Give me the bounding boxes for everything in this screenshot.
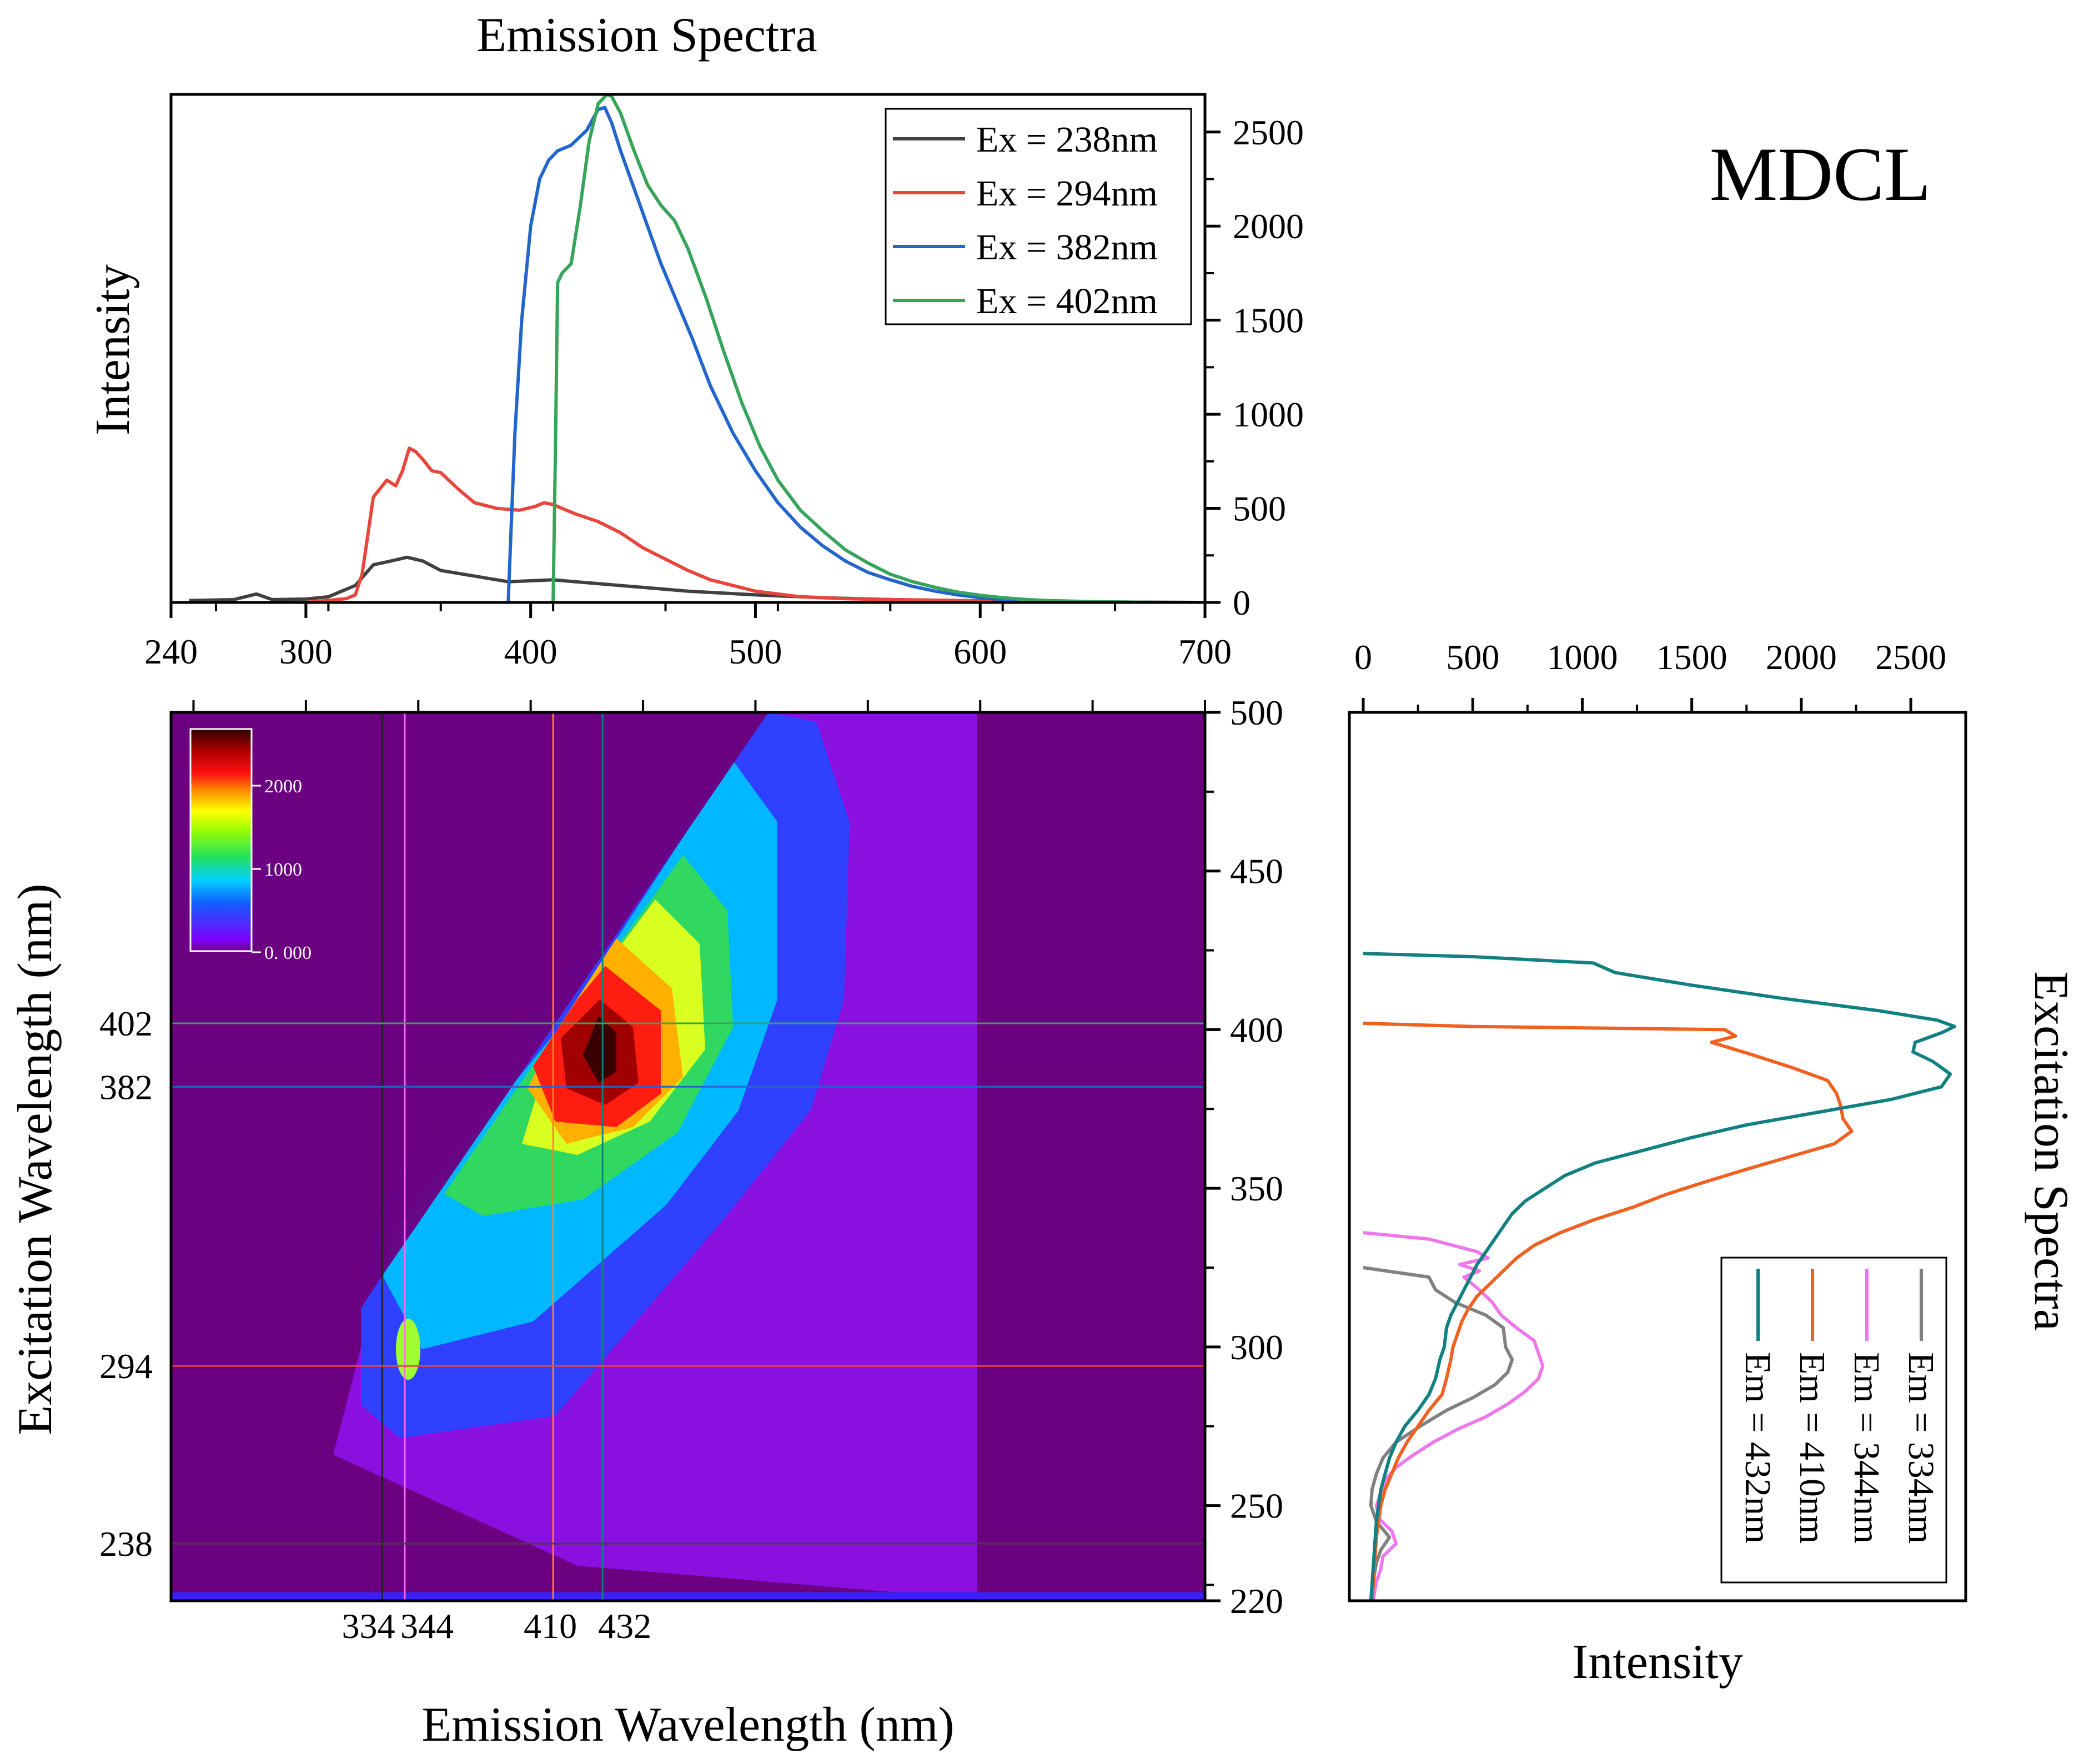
eem-excitation-marker-label: 294 (99, 1346, 153, 1386)
emission-y-tick-label: 500 (1233, 489, 1286, 529)
emission-y-axis: 0 500 1000 1500 2000 2500 (1205, 113, 1304, 622)
emission-x-tick-label: 700 (1178, 632, 1232, 671)
colorbar-tick-label: 2000 (264, 776, 302, 797)
eem-emission-marker-label: 344 (400, 1606, 454, 1646)
emission-legend-box (885, 108, 1192, 325)
excitation-series-line-3 (1363, 952, 1956, 1601)
excitation-series-line-2 (1363, 1022, 1854, 1601)
eem-right-tick-label: 350 (1230, 1169, 1283, 1208)
emission-x-tick-label: 300 (279, 632, 333, 671)
eem-emission-marker-labels: 334 344 410 432 (342, 1606, 651, 1646)
colorbar-gradient (189, 728, 253, 952)
excitation-series-line-0 (1363, 1266, 1514, 1601)
eem-excitation-marker-label: 402 (99, 1004, 153, 1043)
eem-right-tick-label: 250 (1230, 1486, 1283, 1526)
emission-series-line-1 (305, 446, 1093, 602)
emission-x-tick-label: 600 (953, 632, 1007, 671)
colorbar-tick-label: 1000 (264, 860, 302, 880)
emission-series-line-3 (551, 94, 1161, 602)
eem-right-tick-label: 500 (1230, 693, 1283, 732)
emission-x-tick-label: 500 (729, 632, 782, 671)
eem-contour-level-8 (583, 1016, 616, 1083)
eem-right-axis: 220 250 300 350 400 450 500 (1205, 693, 1283, 1621)
excitation-x-tick-label: 2500 (1875, 637, 1946, 677)
emission-plot-frame (169, 93, 1207, 604)
excitation-title: Excitation Spectra (2024, 971, 2078, 1331)
eem-excitation-marker-label: 238 (99, 1524, 153, 1564)
emission-title: Emission Spectra (476, 8, 817, 62)
excitation-panel: 0 500 1000 1500 2000 2500 Intensity Excitatio… (1348, 637, 2078, 1689)
emission-legend-label-0: Ex = 238nm (976, 119, 1158, 160)
eem-y-label: Excitation Wavelength (nm) (8, 883, 62, 1435)
excitation-plot-frame (1348, 711, 1967, 1602)
eem-excitation-marker-labels: 238 294 382 402 (99, 1004, 153, 1564)
eem-colorbar: 2000 1000 0. 000 (189, 728, 312, 963)
emission-y-tick-label: 0 (1233, 583, 1251, 622)
excitation-series-line-1 (1363, 1231, 1545, 1601)
eem-emission-marker-label: 432 (598, 1606, 651, 1646)
excitation-x-label: Intensity (1572, 1635, 1743, 1689)
emission-x-tick-label: 240 (144, 632, 198, 671)
emission-y-tick-label: 1000 (1233, 395, 1304, 434)
excitation-x-tick-label: 1000 (1546, 637, 1618, 677)
excitation-x-tick-label: 500 (1446, 637, 1499, 677)
eem-rayleigh-boundary (171, 712, 769, 1601)
emission-panel: Emission Spectra Intensity 240 300 400 500 6… (86, 8, 1304, 671)
eem-right-tick-label: 450 (1230, 852, 1283, 891)
eem-marker-lines (171, 712, 1205, 1601)
emission-y-tick-label: 2000 (1233, 207, 1304, 246)
eem-plot-frame (169, 711, 1207, 1602)
colorbar-ticks: 2000 1000 0. 000 (252, 776, 312, 963)
eem-emission-marker-label: 334 (342, 1606, 395, 1646)
eem-right-tick-label: 400 (1230, 1010, 1283, 1049)
excitation-legend-label-1: Em = 344nm (1846, 1352, 1887, 1544)
eem-panel: 2000 1000 0. 000 238 294 382 402 334 344 410 432… (8, 693, 1283, 1752)
excitation-x-tick-label: 1500 (1656, 637, 1728, 677)
eem-excitation-marker-label: 382 (99, 1067, 153, 1107)
eem-top-ticks (192, 700, 1206, 712)
emission-legend: Ex = 238nm Ex = 294nm Ex = 382nm Ex = 402nm (885, 108, 1192, 325)
emission-series-line-0 (189, 555, 1205, 602)
emission-series-line-2 (506, 105, 1071, 602)
excitation-legend-label-0: Em = 334nm (1901, 1352, 1941, 1544)
eem-x-label: Emission Wavelength (nm) (421, 1698, 954, 1752)
emission-legend-label-3: Ex = 402nm (976, 281, 1158, 321)
emission-x-axis: 240 300 400 500 600 700 (144, 602, 1232, 671)
emission-y-label: Intensity (86, 264, 140, 435)
emission-x-tick-label: 400 (504, 632, 558, 671)
colorbar-tick-label: 0. 000 (264, 943, 312, 963)
mdcl-label: MDCL (1710, 132, 1931, 217)
eem-right-tick-label: 300 (1230, 1328, 1283, 1367)
emission-series-group (189, 94, 1205, 602)
eem-emission-marker-label: 410 (524, 1606, 577, 1646)
emission-y-tick-label: 2500 (1233, 113, 1304, 152)
excitation-legend: Em = 334nm Em = 344nm Em = 410nm Em = 432nm (1720, 1257, 1947, 1584)
excitation-series-group (1363, 952, 1956, 1601)
emission-legend-label-2: Ex = 382nm (976, 227, 1158, 268)
eem-map (171, 712, 1205, 1601)
eem-secondary-peak (396, 1319, 420, 1380)
excitation-x-axis: 0 500 1000 1500 2000 2500 (1354, 637, 1946, 712)
excitation-legend-label-2: Em = 410nm (1792, 1352, 1832, 1544)
eem-bottom-band (171, 1592, 1205, 1601)
emission-y-tick-label: 1500 (1233, 301, 1304, 340)
emission-legend-label-1: Ex = 294nm (976, 173, 1158, 214)
eem-right-tick-label: 220 (1230, 1581, 1283, 1621)
eem-contours (333, 712, 977, 1599)
excitation-x-tick-label: 0 (1354, 637, 1372, 677)
excitation-x-tick-label: 2000 (1766, 637, 1837, 677)
excitation-legend-label-3: Em = 432nm (1737, 1352, 1778, 1544)
